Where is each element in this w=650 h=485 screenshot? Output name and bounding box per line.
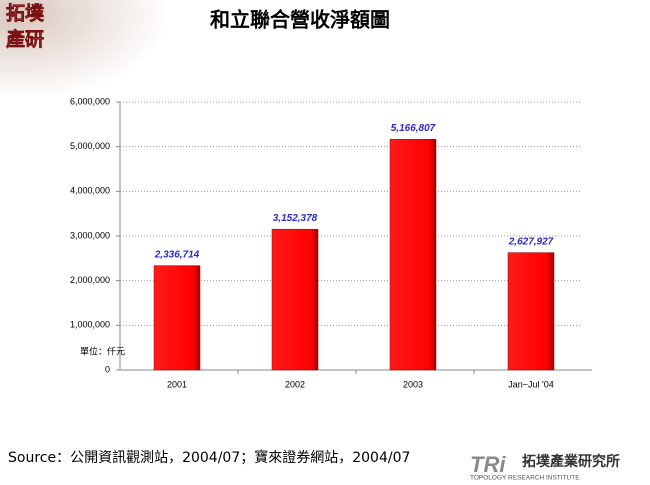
- y-tick-label: 5,000,000: [70, 141, 110, 151]
- x-tick-label: 2001: [167, 379, 187, 389]
- logo-text: 拓墣: [6, 2, 44, 25]
- footer-logo-mark: TRi: [470, 452, 506, 477]
- y-tick-label: 1,000,000: [70, 320, 110, 330]
- bar: [153, 265, 201, 371]
- footer-logo-name: 拓墣產業研究所: [522, 453, 620, 470]
- value-label: 2,336,714: [154, 249, 200, 260]
- y-tick-label: 0: [105, 364, 110, 374]
- footer-logo-english: TOPOLOGY RESEARCH INSTITUTE: [470, 475, 580, 482]
- y-tick-label: 6,000,000: [70, 96, 110, 106]
- y-tick-label: 2,000,000: [70, 275, 110, 285]
- bar: [507, 252, 555, 371]
- value-label: 5,166,807: [391, 123, 436, 134]
- chart-title: 和立聯合營收淨額圖: [210, 8, 390, 32]
- value-label: 2,627,927: [508, 236, 554, 247]
- y-tick-label: 4,000,000: [70, 186, 110, 196]
- bar: [271, 228, 319, 371]
- bar: [389, 138, 437, 371]
- unit-label: 單位：仟元: [80, 346, 125, 358]
- x-tick-label: 2002: [285, 379, 305, 389]
- y-tick-label: 3,000,000: [70, 230, 110, 240]
- x-tick-label: 2003: [403, 379, 423, 389]
- logo-text: 產研: [6, 28, 44, 51]
- value-label: 3,152,378: [273, 213, 318, 224]
- x-tick-label: Jan~Jul '04: [508, 379, 554, 389]
- source: Source：公開資訊觀測站，2004/07；寶來證券網站，2004/07: [8, 449, 410, 466]
- logo-background: [0, 0, 170, 95]
